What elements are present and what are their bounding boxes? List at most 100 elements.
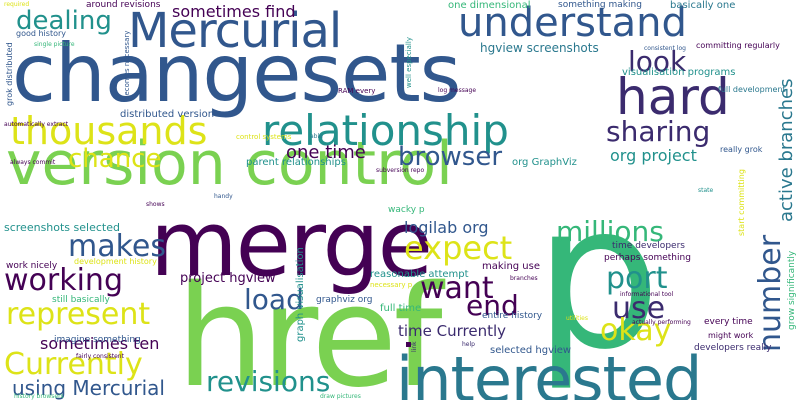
cloud-word-working: working <box>4 263 123 298</box>
cloud-word-currently: Currently <box>4 347 143 382</box>
cloud-word-href: href <box>176 256 443 400</box>
cloud-word-one-dimensional: one dimensional <box>448 0 531 11</box>
cloud-word-becomes-necessary: becomes necessary <box>123 30 131 100</box>
cloud-word-p: p <box>534 161 661 394</box>
cloud-word-graph-visualisation: graph visualisation <box>295 247 306 342</box>
cloud-word-understand: understand <box>458 0 687 46</box>
cloud-word-version-control: version control <box>6 129 453 199</box>
cloud-word-good-history: good history <box>16 29 67 38</box>
cloud-word-committing-regularly: committing regularly <box>696 41 780 50</box>
cloud-word-consistent-log: consistent log <box>644 45 686 52</box>
cloud-word-required: required <box>4 1 30 8</box>
cloud-word-developers-really: developers really <box>694 343 772 353</box>
cloud-word-chance: chance <box>68 144 162 174</box>
cloud-word-mercurial: Mercurial <box>128 3 342 59</box>
cloud-word-grok-distributed: grok distributed <box>5 42 14 106</box>
cloud-word-full-time: full time <box>380 303 422 314</box>
cloud-word-using-mercurial: using Mercurial <box>12 376 165 400</box>
bullet-mark <box>406 342 411 347</box>
cloud-word-basically-one: basically one <box>670 0 736 11</box>
cloud-word-imagine-something: imagine something <box>54 335 141 345</box>
cloud-word-subversion-repo: subversion repo <box>376 167 425 174</box>
cloud-word-one-time: one time <box>286 142 366 163</box>
cloud-word-port: port <box>606 261 668 296</box>
cloud-word-use: use <box>612 291 666 326</box>
cloud-word-expect: expect <box>404 229 513 267</box>
cloud-word-work-nicely: work nicely <box>6 261 58 271</box>
cloud-word-represent: represent <box>6 297 151 332</box>
cloud-word-still-basically: still basically <box>52 295 110 305</box>
cloud-word-time-developers: time developers <box>612 241 685 251</box>
cloud-word-sometimes-find: sometimes find <box>172 2 296 21</box>
cloud-word-sharing: sharing <box>606 115 711 148</box>
cloud-word-look: look <box>628 45 687 78</box>
cloud-word-relationship: relationship <box>262 106 509 155</box>
cloud-word-automatically-extract: automatically extract <box>4 121 69 128</box>
cloud-word-state: state <box>698 187 714 194</box>
cloud-word-millions: millions <box>556 215 664 248</box>
cloud-word-around-revisions: around revisions <box>86 0 161 10</box>
cloud-word-necessary-p: necessary p <box>370 281 413 289</box>
cloud-word-active-branches: active branches <box>776 78 797 222</box>
cloud-word-parent-relationships: parent relationships <box>246 157 346 168</box>
cloud-word-well-especially: well especially <box>405 37 413 88</box>
cloud-word-actually-performing: actually performing <box>632 319 691 326</box>
cloud-word-log-message: log message <box>438 87 477 94</box>
cloud-word-control-systems: control systems <box>236 133 292 141</box>
cloud-word-perhaps-something: perhaps something <box>604 253 691 263</box>
cloud-word-development-history: development history <box>74 257 157 266</box>
cloud-word-draw-pictures: draw pictures <box>320 393 361 400</box>
cloud-word-single-picture: single picture <box>34 41 75 48</box>
cloud-word-dealing: dealing <box>16 6 112 36</box>
cloud-word-merge: merge <box>150 192 433 297</box>
cloud-word-visualisation-programs: visualisation programs <box>622 67 736 78</box>
cloud-word-org-graphviz: org GraphViz <box>512 157 577 168</box>
cloud-word-every-time: every time <box>704 317 753 327</box>
cloud-word-entire-history: entire history <box>482 311 543 321</box>
cloud-word-hard: hard <box>616 68 730 126</box>
cloud-word-always-commit: always commit <box>10 159 56 166</box>
cloud-word-reasonable-attempt: reasonable attempt <box>370 269 469 280</box>
cloud-word-handy: handy <box>214 193 233 200</box>
cloud-word-fairly-consistent: fairly consistent <box>76 353 124 360</box>
cloud-word-browser: browser <box>398 142 503 172</box>
cloud-word-wacky-p: wacky p <box>388 205 425 215</box>
cloud-word-link: link <box>411 341 418 352</box>
cloud-word-making-use: making use <box>482 261 541 272</box>
cloud-word-help: help <box>462 341 475 348</box>
cloud-word-revisions: revisions <box>206 365 331 398</box>
cloud-word-load: load <box>244 283 304 316</box>
cloud-word-branches: branches <box>510 275 538 282</box>
cloud-word-screenshots-selected: screenshots selected <box>4 221 120 234</box>
cloud-word-distributed-version: distributed version <box>120 109 215 120</box>
cloud-word-history-browsers: history browsers <box>14 393 64 400</box>
cloud-word-selected-hgview: selected hgview <box>490 345 572 356</box>
cloud-word-sometimes-ten: sometimes ten <box>40 334 160 353</box>
cloud-word-want: want <box>420 271 494 306</box>
cloud-word-something-making: something making <box>558 0 642 10</box>
cloud-word-time-currently: time Currently <box>398 322 507 340</box>
cloud-word-might-work: might work <box>708 331 754 340</box>
cloud-word-logilab-org: logilab org <box>404 218 489 237</box>
cloud-word-end: end <box>466 289 519 322</box>
cloud-word-makes: makes <box>68 229 166 264</box>
cloud-word-full-development: full development <box>718 85 786 94</box>
cloud-word-able: able <box>310 133 323 140</box>
cloud-word-ram-every: RAM every <box>338 87 376 95</box>
cloud-word-informational-tool: informational tool <box>620 291 674 298</box>
cloud-word-project-hgview: project hgview <box>180 271 276 286</box>
cloud-word-really-grok: really grok <box>720 145 763 154</box>
cloud-word-utilities: utilities <box>566 315 588 322</box>
cloud-word-changesets: changesets <box>12 27 461 120</box>
cloud-word-thousands: thousands <box>10 109 208 153</box>
cloud-word-grow-significantly: grow significantly <box>787 250 797 330</box>
cloud-word-graphviz-org: graphviz org <box>316 295 373 305</box>
cloud-word-okay: okay <box>600 313 672 348</box>
cloud-word-interested: interested <box>396 343 702 400</box>
cloud-word-org-project: org project <box>610 146 697 165</box>
cloud-word-hgview-screenshots: hgview screenshots <box>480 41 599 55</box>
cloud-word-number: number <box>753 234 788 352</box>
cloud-word-start-committing: start committing <box>737 169 746 236</box>
cloud-word-shows: shows <box>146 201 165 208</box>
